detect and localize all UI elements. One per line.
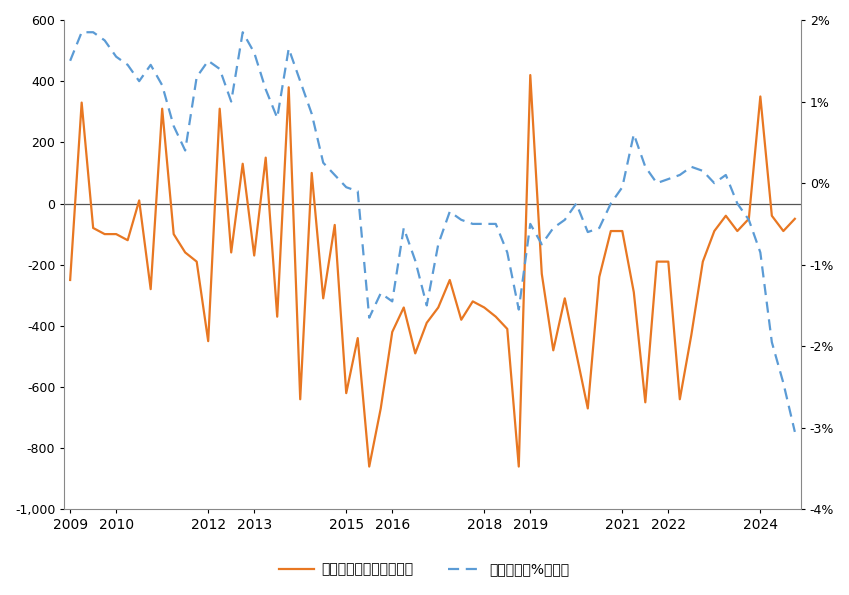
净误差与遗漏（亿美元） (479, 304, 489, 311)
Line: 汇率预期（%；右）: 汇率预期（%；右） (70, 32, 795, 432)
净误差与遗漏（亿美元） (157, 105, 167, 112)
汇率预期（%；右） (790, 428, 800, 436)
汇率预期（%；右） (433, 241, 443, 248)
净误差与遗漏（亿美元） (790, 215, 800, 223)
汇率预期（%；右） (537, 241, 547, 248)
净误差与遗漏（亿美元） (433, 304, 443, 311)
汇率预期（%；右） (169, 123, 179, 130)
净误差与遗漏（亿美元） (364, 463, 374, 470)
汇率预期（%；右） (76, 29, 87, 36)
汇率预期（%；右） (548, 224, 559, 231)
汇率预期（%；右） (375, 290, 385, 297)
Legend: 净误差与遗漏（亿美元）, 汇率预期（%；右）: 净误差与遗漏（亿美元）, 汇率预期（%；右） (273, 557, 576, 582)
汇率预期（%；右） (65, 57, 76, 64)
净误差与遗漏（亿美元） (559, 295, 570, 302)
Line: 净误差与遗漏（亿美元）: 净误差与遗漏（亿美元） (70, 75, 795, 466)
净误差与遗漏（亿美元） (548, 347, 559, 354)
汇率预期（%；右） (479, 220, 489, 227)
净误差与遗漏（亿美元） (65, 277, 76, 284)
净误差与遗漏（亿美元） (375, 405, 385, 412)
净误差与遗漏（亿美元） (526, 71, 536, 79)
